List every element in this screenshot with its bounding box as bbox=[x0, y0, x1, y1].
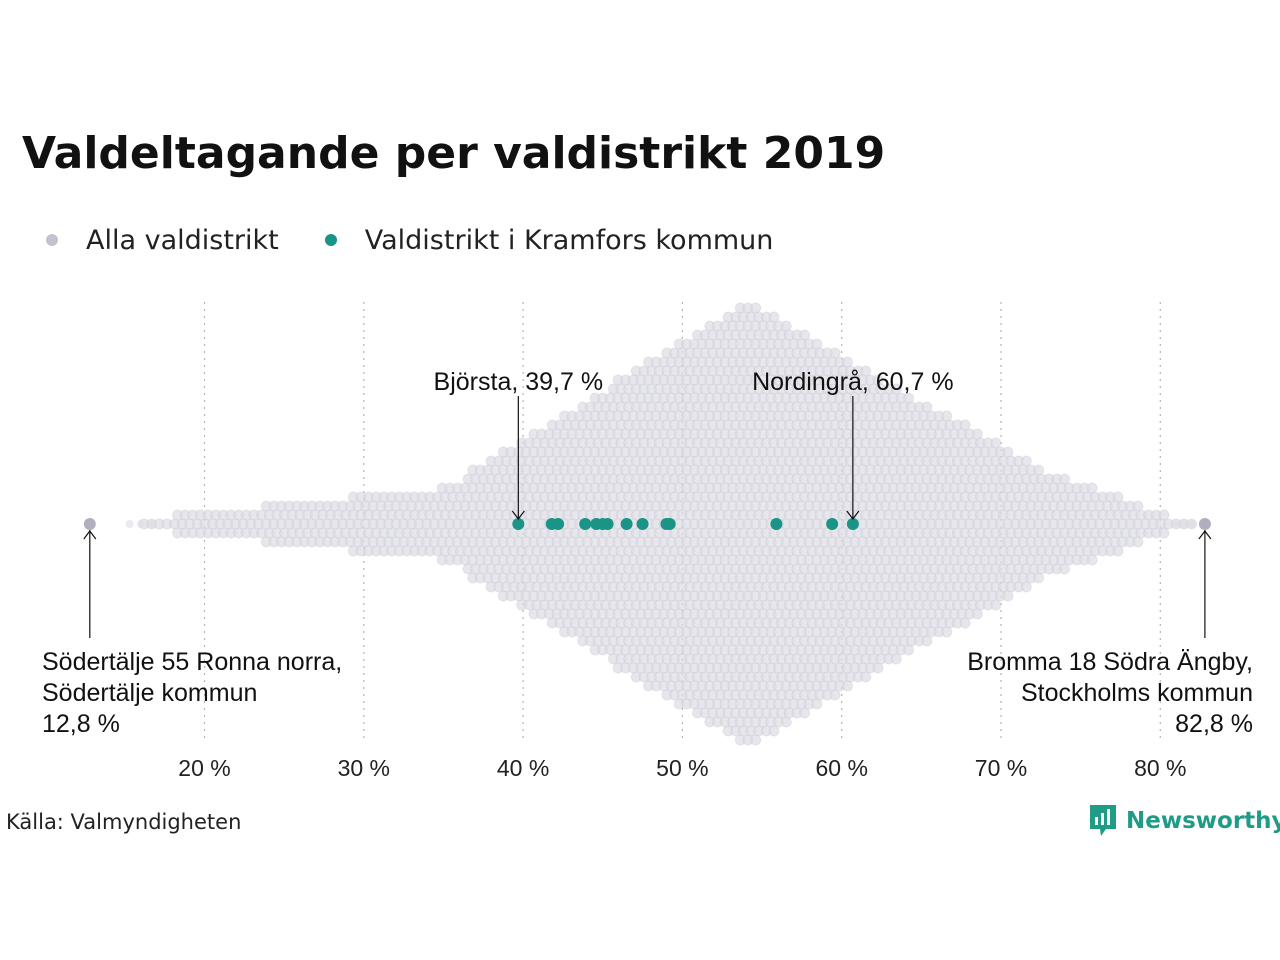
point-all bbox=[890, 653, 902, 665]
point-all bbox=[860, 671, 872, 683]
point-all bbox=[841, 680, 853, 692]
point-kramfors bbox=[601, 518, 614, 530]
point-all bbox=[990, 599, 1002, 611]
legend-item-all: Alla valdistrikt bbox=[40, 225, 279, 256]
point-kramfors bbox=[552, 518, 565, 530]
point-all bbox=[959, 617, 971, 629]
point-all bbox=[125, 520, 134, 528]
point-all bbox=[1002, 590, 1014, 602]
x-tick-label: 60 % bbox=[815, 755, 867, 781]
point-all bbox=[1086, 554, 1098, 566]
point-all bbox=[750, 302, 762, 314]
point-all bbox=[941, 626, 953, 638]
annotation-label: 82,8 % bbox=[1175, 710, 1253, 738]
x-tick-label: 80 % bbox=[1134, 755, 1186, 781]
point-all bbox=[1158, 509, 1170, 521]
point-all bbox=[1132, 500, 1144, 512]
source-note: Källa: Valmyndigheten bbox=[6, 810, 242, 834]
legend-dot-highlight bbox=[324, 234, 337, 246]
point-kramfors bbox=[663, 518, 676, 530]
point-all bbox=[811, 698, 823, 710]
point-all bbox=[941, 410, 953, 422]
newsworthy-logo-icon bbox=[1090, 805, 1116, 836]
legend-dot-all bbox=[46, 234, 58, 246]
legend-item-highlight: Valdistrikt i Kramfors kommun bbox=[319, 224, 774, 256]
x-tick-label: 20 % bbox=[178, 755, 230, 781]
point-all bbox=[750, 734, 762, 746]
x-tick-label: 30 % bbox=[338, 755, 390, 781]
point-all bbox=[1086, 482, 1098, 494]
point-all bbox=[147, 520, 156, 528]
x-tick-label: 70 % bbox=[975, 755, 1027, 781]
x-tick-label: 40 % bbox=[497, 755, 549, 781]
point-all bbox=[780, 716, 792, 728]
point-all bbox=[1188, 520, 1197, 528]
point-all bbox=[1170, 520, 1179, 528]
point-all bbox=[959, 419, 971, 431]
point-kramfors bbox=[579, 518, 592, 530]
legend: Alla valdistrikt Valdistrikt i Kramfors … bbox=[40, 222, 813, 258]
point-extreme bbox=[1198, 518, 1211, 530]
point-all bbox=[872, 662, 884, 674]
point-all bbox=[799, 707, 811, 719]
annotation-label: Bromma 18 Södra Ängby, bbox=[967, 648, 1253, 676]
point-all bbox=[768, 725, 780, 737]
point-kramfors bbox=[636, 518, 649, 530]
point-all bbox=[1002, 446, 1014, 458]
point-all bbox=[1059, 473, 1071, 485]
chart-title: Valdeltagande per valdistrikt 2019 bbox=[22, 128, 886, 179]
point-all bbox=[1112, 491, 1124, 503]
point-all bbox=[971, 428, 983, 440]
annotation-label: Björsta, 39,7 % bbox=[434, 368, 604, 396]
point-all bbox=[780, 320, 792, 332]
brand-logo: Newsworthy bbox=[1088, 803, 1280, 839]
point-all bbox=[990, 437, 1002, 449]
point-all bbox=[971, 608, 983, 620]
point-all bbox=[1112, 545, 1124, 557]
point-all bbox=[1020, 455, 1032, 467]
point-all bbox=[921, 635, 933, 647]
point-all bbox=[841, 356, 853, 368]
annotation-label: Södertälje 55 Ronna norra, bbox=[42, 648, 342, 676]
series-all-points bbox=[125, 302, 1198, 746]
brand-name: Newsworthy bbox=[1126, 808, 1280, 834]
point-all bbox=[811, 338, 823, 350]
point-kramfors bbox=[620, 518, 633, 530]
annotation-label: Stockholms kommun bbox=[1021, 679, 1253, 707]
annotation: Södertälje 55 Ronna norra, Södertälje kom… bbox=[42, 530, 342, 738]
x-tick-label: 50 % bbox=[656, 755, 708, 781]
point-extreme bbox=[83, 518, 96, 530]
point-all bbox=[1180, 520, 1189, 528]
point-all bbox=[921, 401, 933, 413]
point-kramfors bbox=[770, 518, 783, 530]
point-all bbox=[1132, 536, 1144, 548]
point-all bbox=[1033, 464, 1045, 476]
point-all bbox=[1158, 527, 1170, 539]
point-all bbox=[768, 311, 780, 323]
point-all bbox=[829, 689, 841, 701]
point-all bbox=[829, 347, 841, 359]
point-all bbox=[799, 329, 811, 341]
point-all bbox=[1020, 581, 1032, 593]
annotation-label: Södertälje kommun bbox=[42, 679, 257, 707]
point-all bbox=[903, 644, 915, 656]
point-all bbox=[136, 520, 145, 528]
point-all bbox=[1033, 572, 1045, 584]
annotation-label: 12,8 % bbox=[42, 710, 120, 738]
point-kramfors bbox=[826, 518, 839, 530]
legend-label-all: Alla valdistrikt bbox=[86, 224, 279, 256]
annotation-label: Nordingrå, 60,7 % bbox=[752, 368, 954, 396]
point-all bbox=[1059, 563, 1071, 575]
legend-label-highlight: Valdistrikt i Kramfors kommun bbox=[364, 224, 774, 256]
